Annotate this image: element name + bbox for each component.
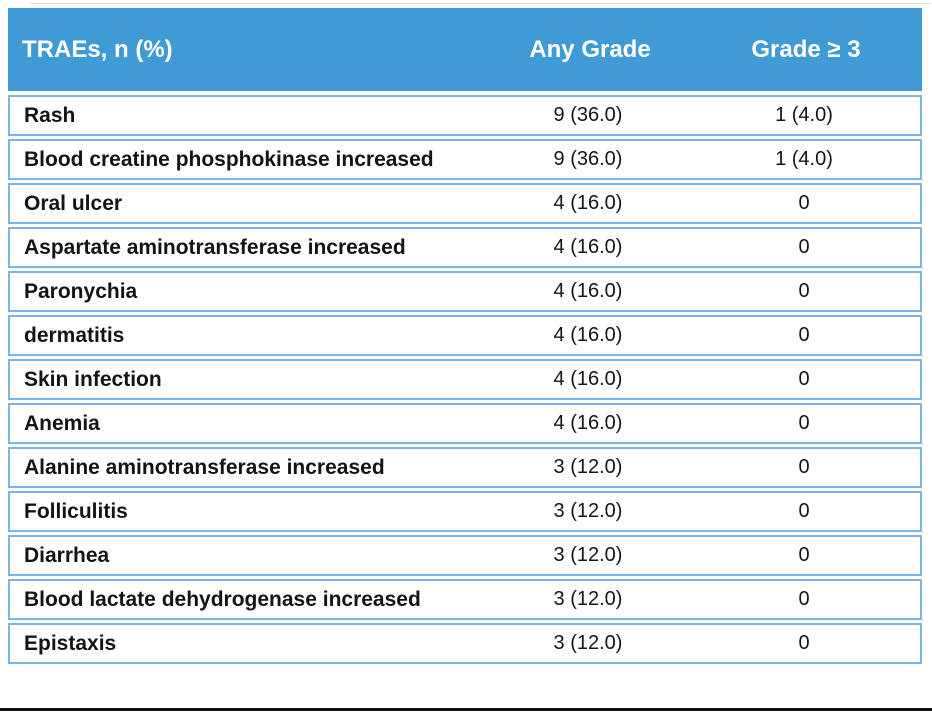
trae-name-cell: Skin infection xyxy=(24,367,162,391)
slide-bottom-rule xyxy=(0,708,932,711)
column-header-any-grade: Any Grade xyxy=(529,35,651,63)
any-grade-cell: 9 (36.0) xyxy=(553,104,623,126)
grade-ge3-cell: 0 xyxy=(798,280,810,302)
trae-name-cell: Blood lactate dehydrogenase increased xyxy=(24,587,421,611)
table-body: Rash 9 (36.0) 1 (4.0) Blood creatine pho… xyxy=(8,95,922,664)
table-row: Paronychia 4 (16.0) 0 xyxy=(8,271,922,312)
trae-name-cell: Aspartate aminotransferase increased xyxy=(24,235,406,259)
table-row: Skin infection 4 (16.0) 0 xyxy=(8,359,922,400)
trae-name-cell: Blood creatine phosphokinase increased xyxy=(24,147,434,171)
any-grade-cell: 4 (16.0) xyxy=(553,280,623,302)
table-row: Blood lactate dehydrogenase increased 3 … xyxy=(8,579,922,620)
table-row: Blood creatine phosphokinase increased 9… xyxy=(8,139,922,180)
any-grade-cell: 4 (16.0) xyxy=(553,236,623,258)
grade-ge3-cell: 0 xyxy=(798,324,810,346)
grade-ge3-cell: 0 xyxy=(798,456,810,478)
grade-ge3-cell: 0 xyxy=(798,544,810,566)
grade-ge3-cell: 0 xyxy=(798,588,810,610)
any-grade-cell: 3 (12.0) xyxy=(553,500,623,522)
any-grade-cell: 3 (12.0) xyxy=(553,456,623,478)
any-grade-cell: 9 (36.0) xyxy=(553,148,623,170)
table-row: Aspartate aminotransferase increased 4 (… xyxy=(8,227,922,268)
slide-top-hairline xyxy=(30,3,930,4)
any-grade-cell: 3 (12.0) xyxy=(553,632,623,654)
table-row: Anemia 4 (16.0) 0 xyxy=(8,403,922,444)
grade-ge3-cell: 1 (4.0) xyxy=(775,148,833,170)
table-row: Oral ulcer 4 (16.0) 0 xyxy=(8,183,922,224)
any-grade-cell: 3 (12.0) xyxy=(553,544,623,566)
any-grade-cell: 4 (16.0) xyxy=(553,192,623,214)
trae-name-cell: Diarrhea xyxy=(24,543,110,567)
grade-ge3-cell: 0 xyxy=(798,192,810,214)
any-grade-cell: 4 (16.0) xyxy=(553,324,623,346)
table-row: dermatitis 4 (16.0) 0 xyxy=(8,315,922,356)
trae-name-cell: Epistaxis xyxy=(24,631,117,655)
trae-name-cell: Alanine aminotransferase increased xyxy=(24,455,385,479)
grade-ge3-cell: 0 xyxy=(798,368,810,390)
any-grade-cell: 4 (16.0) xyxy=(553,412,623,434)
grade-ge3-cell: 0 xyxy=(798,632,810,654)
column-header-grade-ge3: Grade ≥ 3 xyxy=(751,35,861,63)
grade-ge3-cell: 0 xyxy=(798,236,810,258)
table-row: Alanine aminotransferase increased 3 (12… xyxy=(8,447,922,488)
grade-ge3-cell: 0 xyxy=(798,412,810,434)
any-grade-cell: 3 (12.0) xyxy=(553,588,623,610)
trae-name-cell: Anemia xyxy=(24,411,100,435)
table-row: Folliculitis 3 (12.0) 0 xyxy=(8,491,922,532)
any-grade-cell: 4 (16.0) xyxy=(553,368,623,390)
trae-name-cell: Oral ulcer xyxy=(24,191,123,215)
trae-name-cell: Paronychia xyxy=(24,279,138,303)
trae-name-cell: Folliculitis xyxy=(24,499,128,523)
table-row: Epistaxis 3 (12.0) 0 xyxy=(8,623,922,664)
table-header-row: TRAEs, n (%) Any Grade Grade ≥ 3 xyxy=(8,8,922,91)
trae-name-cell: Rash xyxy=(24,103,76,127)
table-row: Diarrhea 3 (12.0) 0 xyxy=(8,535,922,576)
table-row: Rash 9 (36.0) 1 (4.0) xyxy=(8,95,922,136)
trae-table: TRAEs, n (%) Any Grade Grade ≥ 3 Rash 9 … xyxy=(8,8,922,667)
column-header-traes: TRAEs, n (%) xyxy=(22,35,173,63)
grade-ge3-cell: 1 (4.0) xyxy=(775,104,833,126)
trae-name-cell: dermatitis xyxy=(24,323,125,347)
grade-ge3-cell: 0 xyxy=(798,500,810,522)
